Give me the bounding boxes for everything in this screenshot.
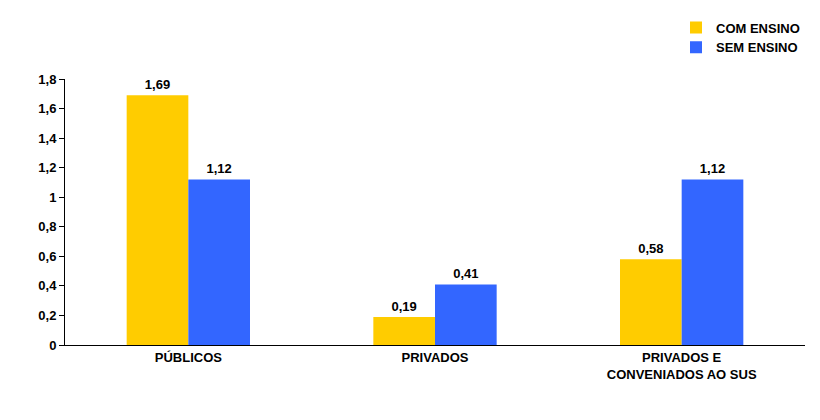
- svg-text:1,2: 1,2: [38, 160, 56, 175]
- svg-text:1,69: 1,69: [145, 77, 170, 92]
- svg-text:1,4: 1,4: [38, 131, 57, 146]
- svg-text:0,2: 0,2: [38, 308, 56, 323]
- svg-text:SEM ENSINO: SEM ENSINO: [716, 40, 798, 55]
- svg-text:0,8: 0,8: [38, 219, 56, 234]
- svg-text:1,12: 1,12: [207, 161, 232, 176]
- svg-text:0,6: 0,6: [38, 249, 56, 264]
- svg-text:PRIVADOS: PRIVADOS: [402, 350, 469, 365]
- svg-text:COM ENSINO: COM ENSINO: [716, 21, 800, 36]
- svg-text:1: 1: [49, 190, 56, 205]
- svg-text:PÚBLICOS: PÚBLICOS: [155, 350, 223, 365]
- svg-text:0,58: 0,58: [638, 241, 663, 256]
- svg-text:0,19: 0,19: [392, 299, 417, 314]
- svg-text:0,41: 0,41: [453, 266, 478, 281]
- svg-text:1,6: 1,6: [38, 101, 56, 116]
- svg-text:0: 0: [49, 338, 56, 353]
- svg-text:1,12: 1,12: [700, 161, 725, 176]
- svg-text:1,8: 1,8: [38, 72, 56, 87]
- svg-text:0,4: 0,4: [38, 278, 57, 293]
- svg-text:PRIVADOS ECONVENIADOS AO SUS: PRIVADOS ECONVENIADOS AO SUS: [607, 350, 757, 382]
